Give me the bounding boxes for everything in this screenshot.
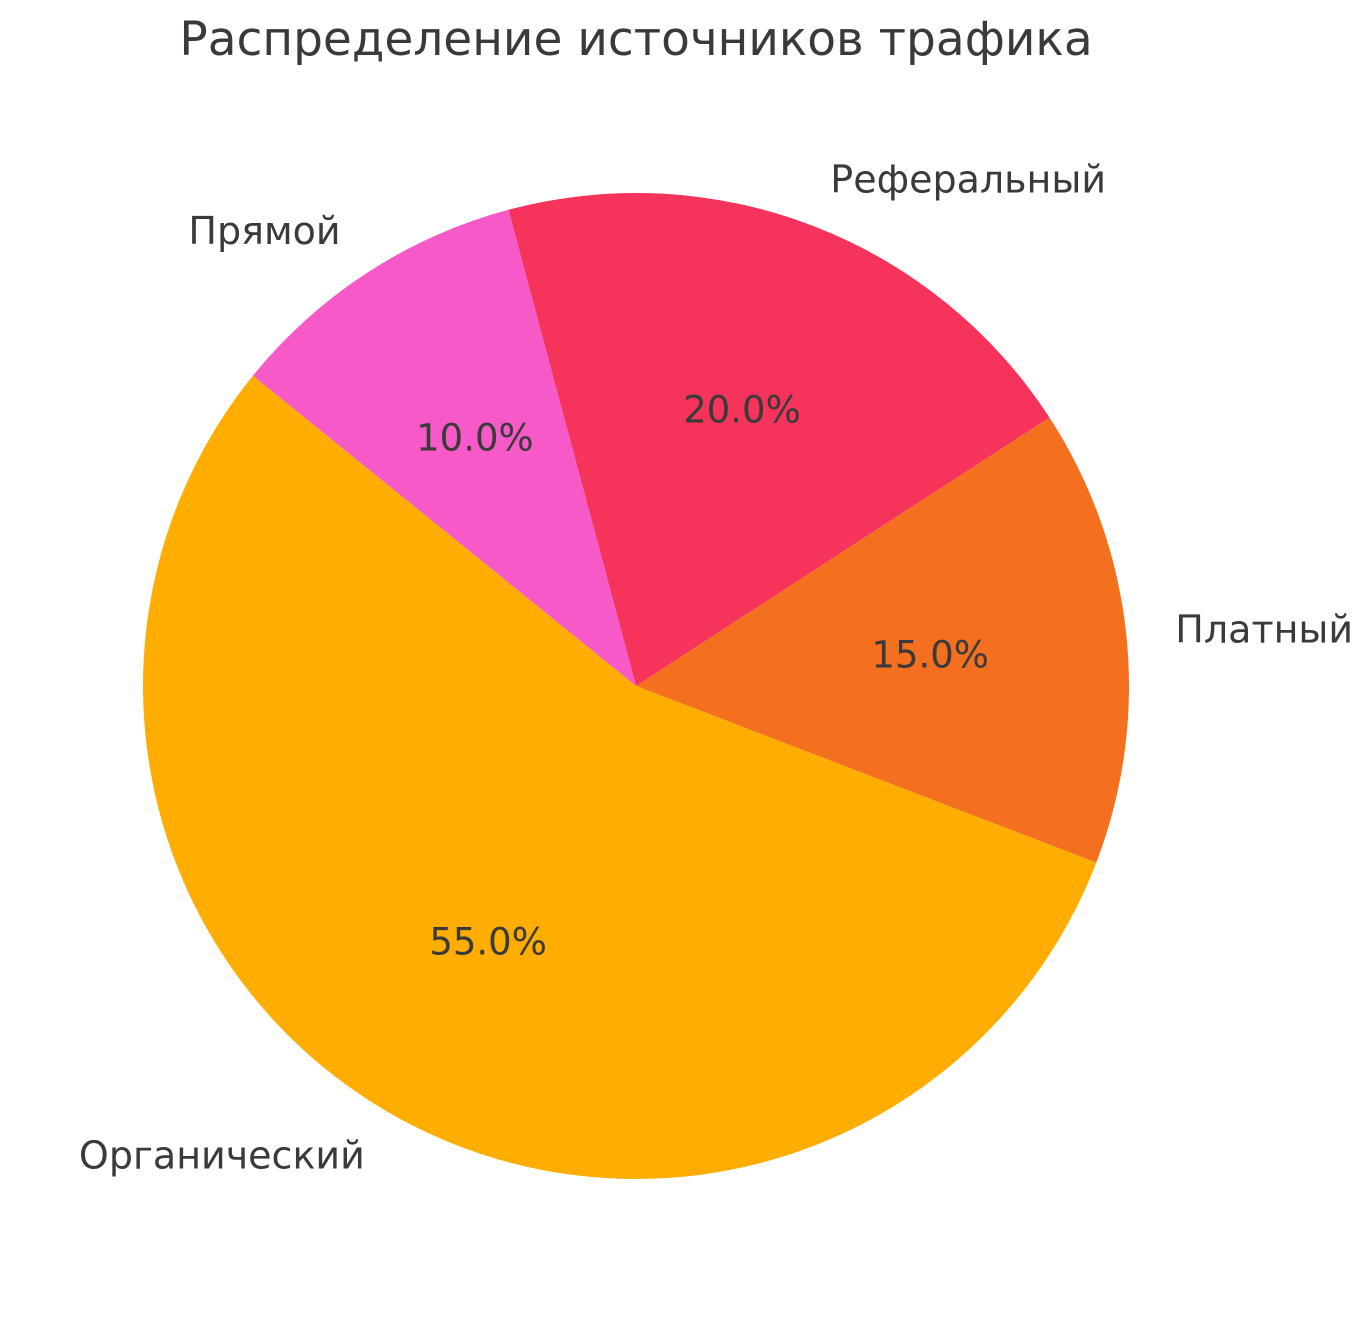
slice-label-paid: Платный (1175, 607, 1352, 651)
pie-slice-paid (636, 417, 1130, 863)
pie-slice-direct (252, 209, 636, 687)
pie-slice-organic (143, 375, 1097, 1180)
pie-slice-referral (508, 193, 1050, 686)
slice-pct-paid: 15.0% (871, 634, 989, 677)
slice-label-organic: Органический (79, 1134, 365, 1178)
chart-title: Распределение источников трафика (179, 12, 1093, 67)
slice-pct-direct: 10.0% (416, 416, 534, 459)
slice-pct-referral: 20.0% (683, 388, 801, 431)
slice-pct-organic: 55.0% (429, 921, 547, 964)
slice-label-referral: Реферальный (830, 158, 1106, 202)
slice-label-direct: Прямой (188, 209, 340, 253)
